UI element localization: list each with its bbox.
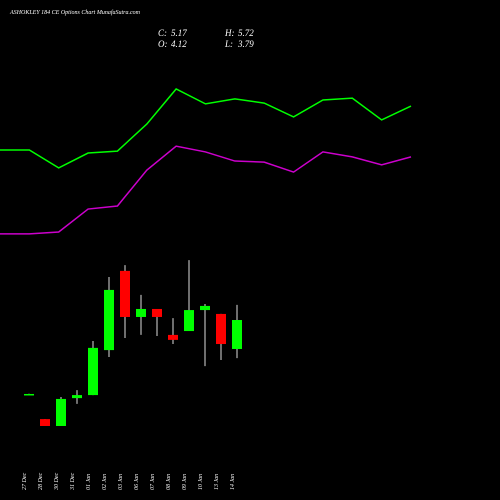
candle-body bbox=[168, 334, 178, 340]
candle-body bbox=[104, 289, 114, 351]
indicator-line bbox=[0, 145, 412, 235]
candle-body bbox=[56, 398, 66, 426]
readout-label: C: bbox=[158, 28, 167, 38]
chart-title: ASHOKLEY 184 CE Options Chart MunafaSutr… bbox=[9, 9, 141, 16]
readout-label: H: bbox=[224, 28, 235, 38]
readout-value: 3.79 bbox=[237, 39, 254, 49]
x-tick-label: 10 Jan bbox=[198, 474, 204, 490]
candle-body bbox=[152, 308, 162, 317]
readout-value: 4.12 bbox=[171, 39, 187, 49]
x-tick-label: 09 Jan bbox=[182, 474, 188, 490]
x-tick-label: 30 Dec bbox=[54, 473, 60, 491]
candle-body bbox=[72, 395, 82, 399]
readout-value: 5.72 bbox=[238, 28, 254, 38]
candle-body bbox=[40, 419, 50, 426]
readout-label: L: bbox=[224, 39, 233, 49]
x-tick-label: 28 Dec bbox=[38, 473, 44, 490]
x-tick-label: 14 Jan bbox=[229, 474, 236, 490]
x-tick-label: 13 Jan bbox=[214, 474, 220, 490]
indicator-line bbox=[0, 88, 412, 169]
candle-body bbox=[184, 310, 194, 332]
candle-body bbox=[232, 320, 242, 349]
x-tick-label: 31 Dec bbox=[70, 473, 76, 491]
candle-body bbox=[120, 270, 130, 317]
x-tick-label: 01 Jan bbox=[86, 474, 92, 490]
x-tick-label: 02 Jan bbox=[102, 474, 108, 490]
x-tick-label: 08 Jan bbox=[166, 474, 172, 490]
readout-value: 5.17 bbox=[171, 28, 187, 38]
candle-body bbox=[216, 313, 226, 345]
x-tick-label: 03 Jan bbox=[118, 474, 124, 490]
x-tick-label: 27 Dec bbox=[22, 473, 28, 490]
candle-body bbox=[88, 347, 98, 396]
candle-body bbox=[200, 305, 210, 311]
candle-body bbox=[136, 308, 146, 317]
x-tick-label: 07 Jan bbox=[150, 474, 156, 490]
readout-label: O: bbox=[158, 39, 168, 49]
x-tick-label: 06 Jan bbox=[134, 474, 140, 490]
candle-body bbox=[24, 393, 34, 396]
